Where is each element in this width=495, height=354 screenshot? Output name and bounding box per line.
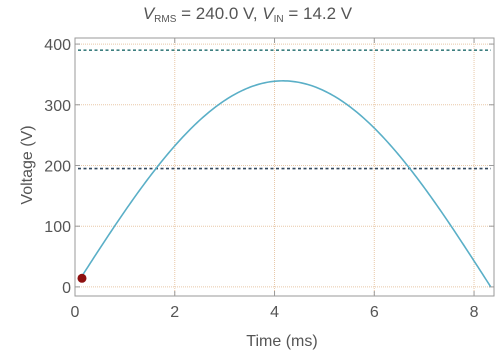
title-vrms-subscript: RMS: [154, 14, 177, 25]
title-vin-symbol: V: [262, 4, 274, 23]
reference-lines: [78, 49, 491, 170]
grid-lines: [74, 38, 494, 296]
title-vin-subscript: IN: [273, 14, 284, 25]
x-tick-label-4: 4: [270, 304, 279, 321]
tick-labels: 0 2 4 6 8 0 100 200 300 400: [44, 37, 478, 321]
data-point-marker: [77, 273, 87, 283]
x-tick-label-0: 0: [71, 304, 80, 321]
x-tick-label-6: 6: [370, 304, 379, 321]
y-axis-label: Voltage (V): [19, 125, 36, 204]
title-vrms-symbol: V: [142, 4, 155, 23]
y-tick-label-200: 200: [44, 158, 71, 175]
title-vin-value: = 14.2 V: [283, 4, 353, 23]
y-tick-label-400: 400: [44, 37, 71, 54]
axes: [74, 37, 495, 297]
series-layer: [77, 80, 492, 287]
y-tick-label-0: 0: [62, 280, 71, 297]
series-line-0: [79, 80, 492, 287]
y-tick-label-100: 100: [44, 219, 71, 236]
x-tick-label-2: 2: [170, 304, 179, 321]
x-tick-label-8: 8: [470, 304, 479, 321]
plot-frame: [74, 37, 495, 297]
chart-title: VRMS = 240.0 V, VIN = 14.2 V: [0, 4, 495, 25]
title-vrms-value: = 240.0 V,: [176, 4, 263, 23]
y-tick-label-300: 300: [44, 98, 71, 115]
x-axis-label: Time (ms): [246, 333, 317, 350]
